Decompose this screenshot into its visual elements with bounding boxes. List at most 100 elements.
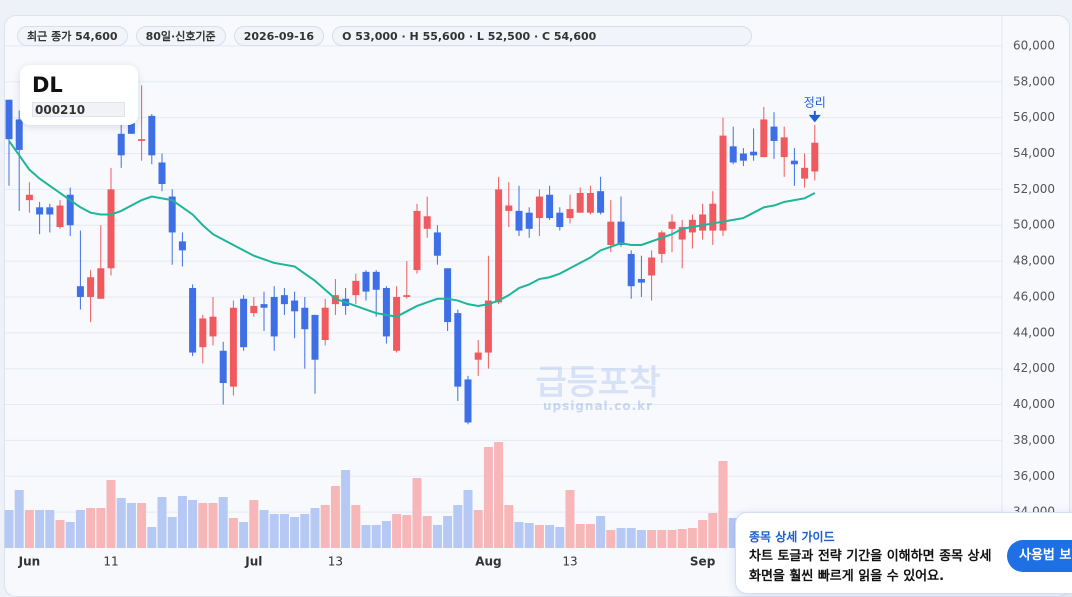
candle-body: [750, 151, 758, 156]
volume-bar: [636, 530, 646, 548]
candle-body: [546, 194, 554, 219]
volume-bar: [504, 505, 514, 548]
volume-bar: [545, 525, 555, 548]
candle-body: [668, 221, 676, 229]
candle-body: [525, 212, 533, 229]
volume-bar: [483, 447, 493, 548]
candle-body: [811, 142, 819, 172]
candle-body: [617, 221, 625, 245]
volume-bar: [351, 505, 361, 548]
candle-body: [25, 194, 33, 201]
x-tick-label: Jun: [18, 555, 41, 569]
volume-bar: [473, 510, 483, 548]
volume-bar: [667, 530, 677, 548]
guide-line: 차트 토글과 전략 기간을 이해하면 종목 상세: [749, 549, 992, 564]
candle-body: [291, 300, 299, 312]
candle-body: [66, 194, 74, 226]
candle-body: [454, 313, 462, 387]
volume-bar: [239, 522, 249, 548]
y-tick-label: 50,000: [1013, 218, 1055, 232]
volume-bar: [432, 525, 442, 548]
volume-bar: [24, 510, 34, 548]
candle-body: [76, 286, 84, 297]
volume-bar: [626, 528, 636, 548]
volume-bar: [75, 510, 85, 548]
volume-bar: [371, 525, 381, 548]
candle-body: [699, 214, 707, 231]
volume-bar: [575, 524, 585, 548]
stock-card: DL 000210: [20, 65, 138, 125]
guide-button[interactable]: 사용법 보기: [1007, 540, 1072, 572]
volume-bar: [167, 517, 177, 548]
candle-body: [423, 216, 431, 229]
x-tick-label: Jul: [244, 555, 262, 569]
candle-body: [586, 192, 594, 213]
stock-name: DL: [32, 73, 63, 97]
candle-body: [280, 295, 288, 305]
candle-body: [515, 210, 523, 231]
guide-title: 종목 상세 가이드: [749, 530, 835, 544]
x-tick-label: Sep: [690, 555, 716, 569]
candle-body: [535, 196, 543, 219]
volume-bar: [320, 505, 330, 548]
volume-bar: [402, 515, 412, 548]
candle-body: [229, 307, 237, 387]
candle-body: [209, 316, 217, 337]
candle-body: [15, 119, 23, 150]
candle-body: [270, 296, 278, 337]
candle-body: [46, 207, 54, 215]
volume-bar: [534, 525, 544, 548]
x-tick-label: 11: [103, 555, 118, 569]
candle-body: [250, 305, 258, 314]
candle-body: [403, 295, 411, 297]
candle-body: [117, 133, 125, 156]
y-tick-label: 42,000: [1013, 361, 1055, 375]
x-tick-label: Aug: [475, 555, 501, 569]
candle-body: [413, 210, 421, 271]
candle-body: [729, 146, 737, 163]
candle-body: [474, 352, 482, 360]
candle-body: [566, 209, 574, 219]
candle-body: [444, 268, 452, 323]
candle-body: [576, 192, 584, 213]
volume-bar: [606, 530, 616, 548]
volume-bar: [249, 500, 259, 548]
candle-body: [393, 296, 401, 351]
volume-bar: [4, 510, 14, 548]
volume-bar: [55, 520, 65, 548]
volume-bar: [718, 461, 728, 548]
guide-line: 화면을 훨씬 빠르게 읽을 수 있어요.: [749, 569, 945, 584]
candle-body: [433, 232, 441, 256]
candle-body: [780, 137, 788, 158]
candle-body: [107, 189, 115, 269]
chart: 34,00036,00038,00040,00042,00044,00046,0…: [4, 15, 1055, 579]
candle-body: [311, 314, 319, 360]
candle-body: [372, 271, 380, 290]
volume-bar: [361, 525, 371, 548]
candle-body: [178, 241, 186, 251]
volume-bar: [147, 527, 157, 548]
candle-body: [199, 318, 207, 348]
volume-bar: [708, 513, 718, 548]
chip: 80일·신호기준: [135, 26, 226, 46]
volume-bar: [106, 480, 116, 548]
moving-average: [8, 140, 816, 318]
candle-body: [189, 288, 197, 353]
volume-bar: [45, 510, 55, 548]
y-tick-label: 52,000: [1013, 182, 1055, 196]
volume-bar: [86, 508, 96, 548]
y-tick-label: 54,000: [1013, 146, 1055, 160]
volume-bar: [310, 508, 320, 548]
candle-body: [382, 288, 390, 337]
volume-bar: [565, 490, 575, 548]
candle-body: [87, 277, 95, 297]
candle-body: [138, 139, 146, 141]
volume-bar: [177, 496, 187, 548]
candle-body: [505, 205, 513, 211]
volume-bar: [259, 510, 269, 548]
candle-body: [739, 153, 747, 161]
volume-bar: [341, 470, 351, 548]
volume-bar: [330, 486, 340, 548]
candle-body: [760, 119, 768, 158]
y-tick-label: 60,000: [1013, 38, 1055, 52]
